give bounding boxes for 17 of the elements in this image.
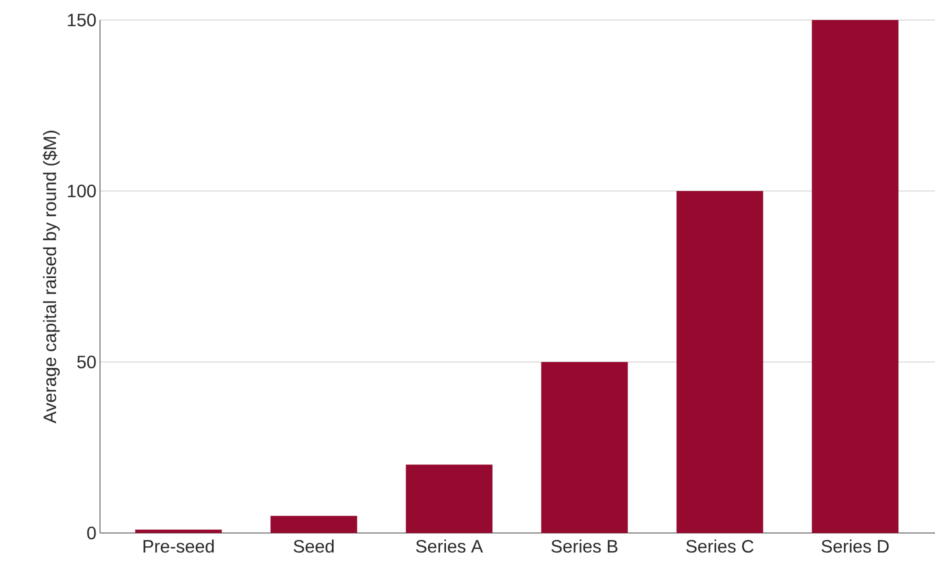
y-tick-label: 150 (68, 14, 96, 26)
x-tick-label: Seed (294, 540, 334, 553)
bar (406, 464, 492, 533)
x-tick-label: Series B (551, 540, 618, 553)
y-tick-label: 0 (87, 526, 96, 540)
y-axis-title: Average capital raised by round ($M) (42, 130, 60, 424)
y-tick-label: 50 (77, 356, 96, 368)
x-tick-label: Series C (686, 540, 754, 553)
x-tick-label: Series D (822, 540, 889, 553)
bar (541, 362, 628, 533)
bar (676, 190, 764, 533)
bar (812, 20, 898, 533)
x-tick-label: Pre-seed (144, 540, 214, 553)
x-tick-label: Series A (416, 540, 483, 553)
y-tick-label: 100 (68, 184, 96, 198)
bar (270, 516, 358, 533)
bar (135, 530, 222, 533)
